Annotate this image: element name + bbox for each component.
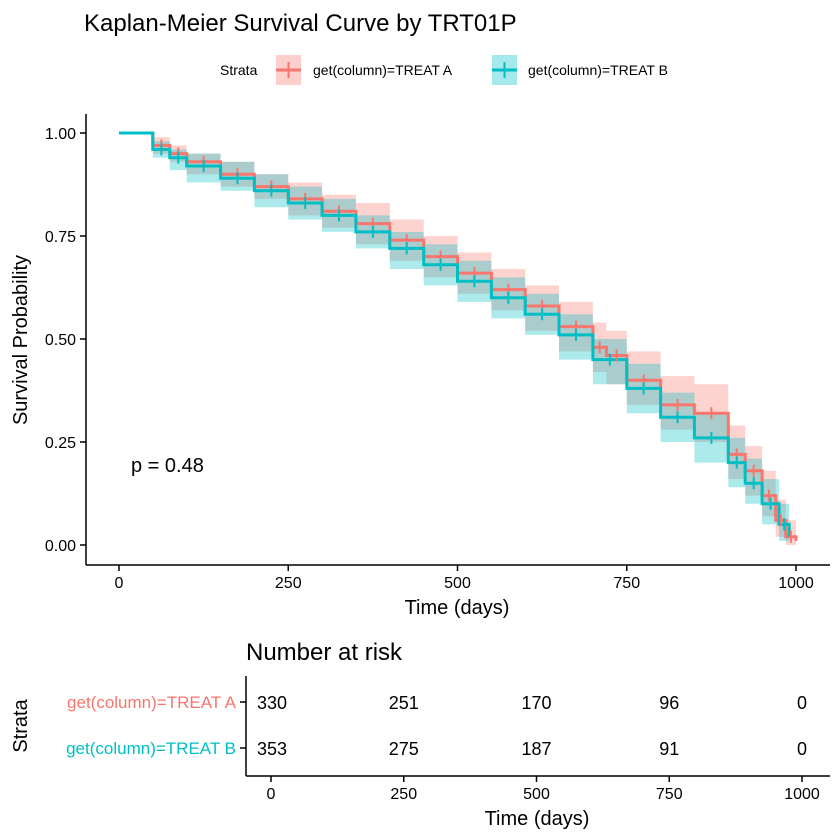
legend-label-treat-a: get(column)=TREAT A xyxy=(313,62,453,78)
risk-value-treat-a: 330 xyxy=(257,693,287,713)
risk-x-tick-label: 0 xyxy=(267,786,276,803)
risk-x-axis-label: Time (days) xyxy=(485,808,590,830)
x-axis-label: Time (days) xyxy=(405,597,510,619)
risk-x-tick-label: 750 xyxy=(656,786,683,803)
x-tick-label: 0 xyxy=(115,575,124,592)
x-tick-label: 750 xyxy=(613,575,640,592)
legend-entry-treat-b: get(column)=TREAT B xyxy=(492,55,668,85)
risk-x-tick-label: 500 xyxy=(523,786,550,803)
confidence-bands xyxy=(119,133,796,545)
x-tick-label: 250 xyxy=(275,575,302,592)
p-value-annotation: p = 0.48 xyxy=(131,455,204,477)
chart-title: Kaplan-Meier Survival Curve by TRT01P xyxy=(84,10,517,37)
legend-title: Strata xyxy=(220,62,258,78)
risk-value-treat-a: 251 xyxy=(389,693,419,713)
ci-band-treat-b xyxy=(119,133,790,545)
risk-table: Number at risk get(column)=TREAT A 330 251… xyxy=(10,639,830,830)
risk-value-treat-b: 353 xyxy=(257,739,287,759)
survival-curves xyxy=(119,131,798,541)
risk-y-axis-label: Strata xyxy=(10,698,32,752)
x-tick-label: 500 xyxy=(444,575,471,592)
survival-line-treat-a xyxy=(119,131,798,541)
risk-value-treat-b: 0 xyxy=(797,739,807,759)
x-tick-label: 1000 xyxy=(778,575,814,592)
survival-plot: 0.00 0.25 0.50 0.75 1.00 0 250 500 750 1000 p = … xyxy=(10,114,830,619)
risk-x-tick-label: 250 xyxy=(390,786,417,803)
y-tick-label: 1.00 xyxy=(45,126,76,143)
legend-entry-treat-a: get(column)=TREAT A xyxy=(276,55,453,85)
ci-band-treat-a xyxy=(119,133,796,545)
risk-value-treat-b: 187 xyxy=(521,739,551,759)
risk-table-rows: get(column)=TREAT A 330 251 170 96 0 get(colum… xyxy=(66,693,807,759)
risk-x-axis-ticks: 0 250 500 750 1000 xyxy=(267,776,820,803)
censor-marks xyxy=(160,139,792,543)
survival-line-treat-b xyxy=(119,131,791,537)
risk-value-treat-a: 96 xyxy=(659,693,679,713)
risk-row-label-treat-b: get(column)=TREAT B xyxy=(66,739,236,758)
legend: Strata get(column)=TREAT A get(column)=T… xyxy=(220,55,668,85)
risk-table-title: Number at risk xyxy=(246,639,403,666)
y-tick-label: 0.50 xyxy=(45,332,76,349)
risk-row-label-treat-a: get(column)=TREAT A xyxy=(67,693,237,712)
risk-value-treat-a: 170 xyxy=(521,693,551,713)
y-axis-label: Survival Probability xyxy=(10,255,32,425)
y-tick-label: 0.75 xyxy=(45,229,76,246)
y-tick-label: 0.00 xyxy=(45,538,76,555)
risk-value-treat-a: 0 xyxy=(797,693,807,713)
legend-label-treat-b: get(column)=TREAT B xyxy=(528,62,668,78)
y-axis-ticks: 0.00 0.25 0.50 0.75 1.00 xyxy=(45,126,86,555)
risk-x-tick-label: 1000 xyxy=(784,786,820,803)
risk-value-treat-b: 275 xyxy=(389,739,419,759)
x-axis-ticks: 0 250 500 750 1000 xyxy=(115,565,814,592)
y-tick-label: 0.25 xyxy=(45,435,76,452)
risk-value-treat-b: 91 xyxy=(659,739,679,759)
